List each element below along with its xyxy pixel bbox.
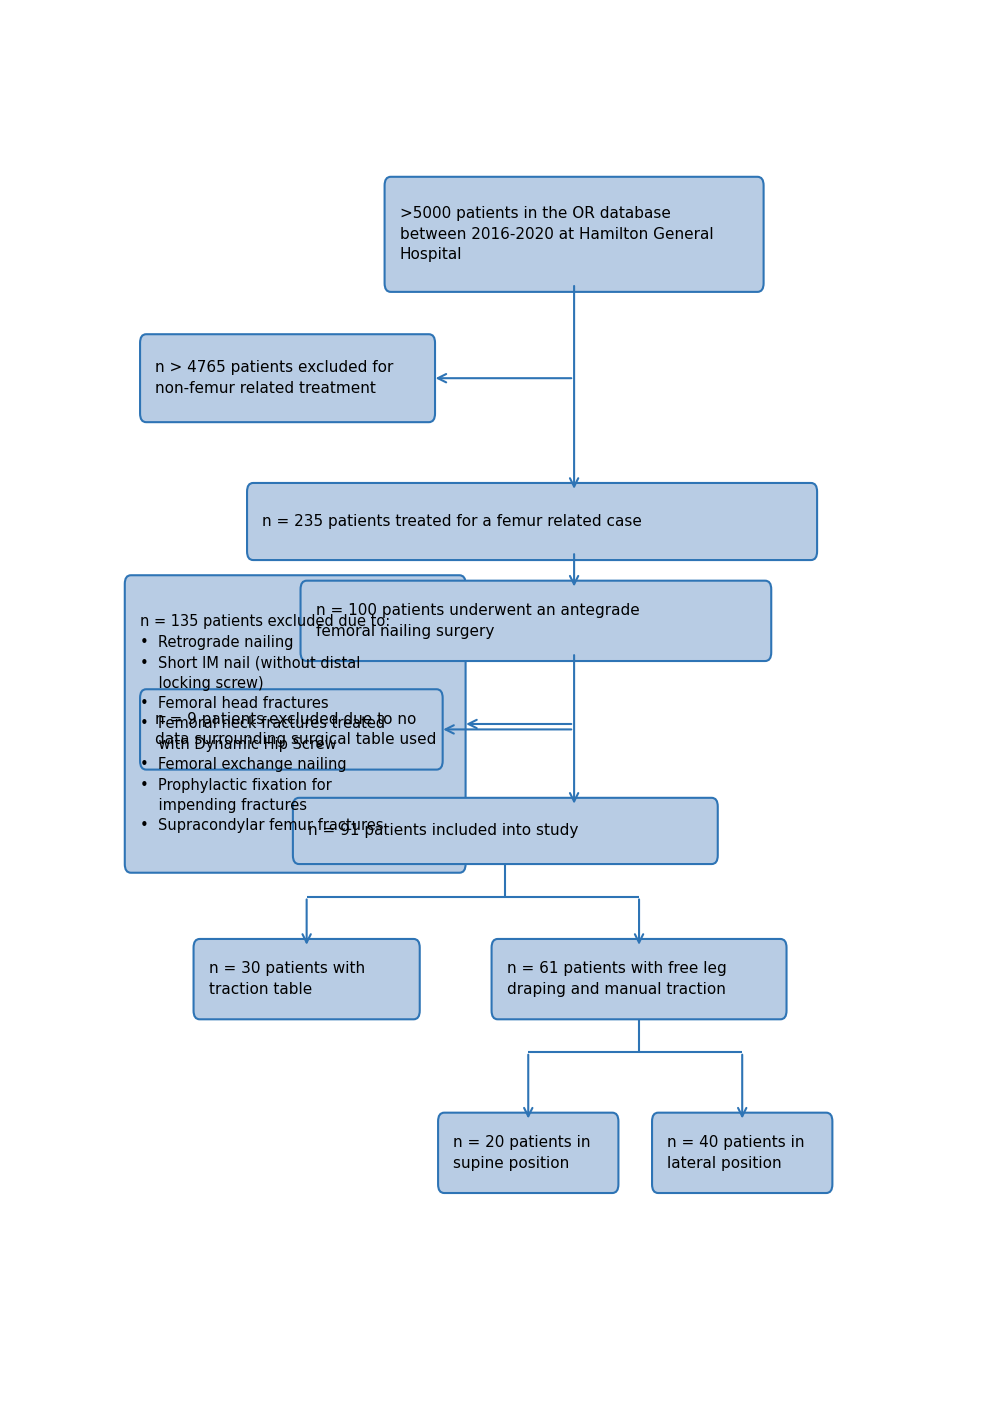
Text: n = 91 patients included into study: n = 91 patients included into study xyxy=(309,823,579,839)
Text: n = 9 patients excluded due to no
data surrounding surgical table used: n = 9 patients excluded due to no data s… xyxy=(156,712,437,747)
FancyBboxPatch shape xyxy=(438,1112,618,1193)
FancyBboxPatch shape xyxy=(293,798,718,864)
Text: >5000 patients in the OR database
between 2016-2020 at Hamilton General
Hospital: >5000 patients in the OR database betwee… xyxy=(400,206,714,262)
FancyBboxPatch shape xyxy=(652,1112,832,1193)
Text: n = 235 patients treated for a femur related case: n = 235 patients treated for a femur rel… xyxy=(262,515,642,529)
FancyBboxPatch shape xyxy=(140,689,443,770)
FancyBboxPatch shape xyxy=(247,484,817,560)
Text: n = 61 patients with free leg
draping and manual traction: n = 61 patients with free leg draping an… xyxy=(507,962,727,997)
Text: n = 135 patients excluded due to:
•  Retrograde nailing
•  Short IM nail (withou: n = 135 patients excluded due to: • Retr… xyxy=(140,615,390,833)
Text: n = 40 patients in
lateral position: n = 40 patients in lateral position xyxy=(668,1135,805,1170)
FancyBboxPatch shape xyxy=(125,575,465,873)
FancyBboxPatch shape xyxy=(301,581,771,661)
FancyBboxPatch shape xyxy=(193,939,420,1019)
FancyBboxPatch shape xyxy=(385,176,763,292)
Text: n = 20 patients in
supine position: n = 20 patients in supine position xyxy=(454,1135,591,1170)
Text: n = 30 patients with
traction table: n = 30 patients with traction table xyxy=(209,962,365,997)
FancyBboxPatch shape xyxy=(140,334,435,422)
Text: n > 4765 patients excluded for
non-femur related treatment: n > 4765 patients excluded for non-femur… xyxy=(156,361,393,396)
FancyBboxPatch shape xyxy=(492,939,787,1019)
Text: n = 100 patients underwent an antegrade
femoral nailing surgery: n = 100 patients underwent an antegrade … xyxy=(316,603,640,639)
